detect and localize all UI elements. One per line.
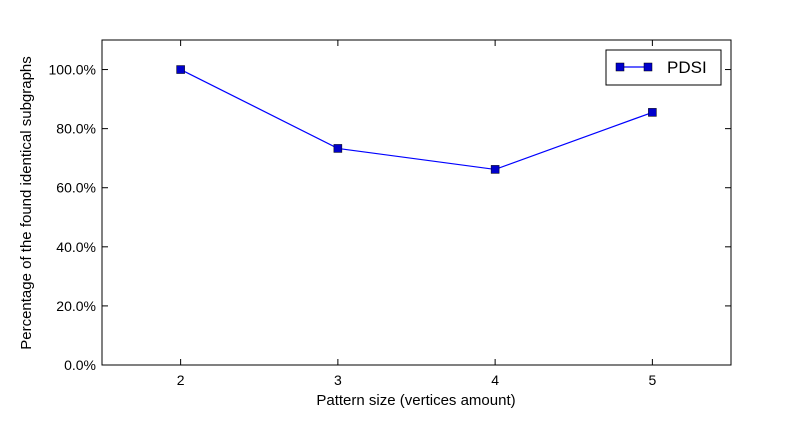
data-point <box>490 165 500 174</box>
y-tick-label: 20.0% <box>56 298 96 314</box>
legend-marker <box>643 62 653 72</box>
y-tick-label: 80.0% <box>56 121 96 137</box>
series-layer <box>176 65 657 174</box>
x-tick-label: 4 <box>491 372 499 388</box>
x-axis-title: Pattern size (vertices amount) <box>316 392 515 409</box>
y-tick-label: 60.0% <box>56 180 96 196</box>
data-point <box>333 144 343 153</box>
data-point <box>176 65 185 74</box>
y-tick-label: 40.0% <box>56 239 96 255</box>
legend-marker <box>615 62 625 72</box>
legend: PDSI <box>605 49 722 86</box>
legend-label: PDSI <box>667 58 707 77</box>
y-axis-title: Percentage of the found identical subgra… <box>18 56 35 350</box>
data-point <box>648 108 657 117</box>
x-tick-label: 2 <box>177 372 185 388</box>
x-axis: 2 3 4 5 <box>177 40 656 388</box>
plot-frame <box>101 39 732 366</box>
x-tick-label: 3 <box>334 372 342 388</box>
x-tick-label: 5 <box>648 372 656 388</box>
y-tick-label: 100.0% <box>49 62 96 78</box>
y-axis: 0.0% 20.0% 40.0% 60.0% 80.0% 100.0% <box>49 62 731 373</box>
y-tick-label: 0.0% <box>64 357 96 373</box>
series-line <box>180 69 653 171</box>
